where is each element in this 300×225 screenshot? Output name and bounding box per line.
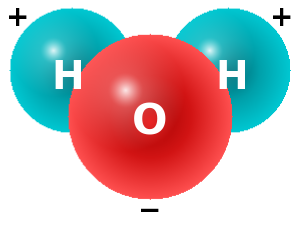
Text: H: H [52,59,84,97]
Text: +: + [6,4,30,32]
Text: O: O [132,101,168,143]
Text: H: H [216,59,248,97]
Text: +: + [270,4,294,32]
Text: −: − [138,196,162,224]
